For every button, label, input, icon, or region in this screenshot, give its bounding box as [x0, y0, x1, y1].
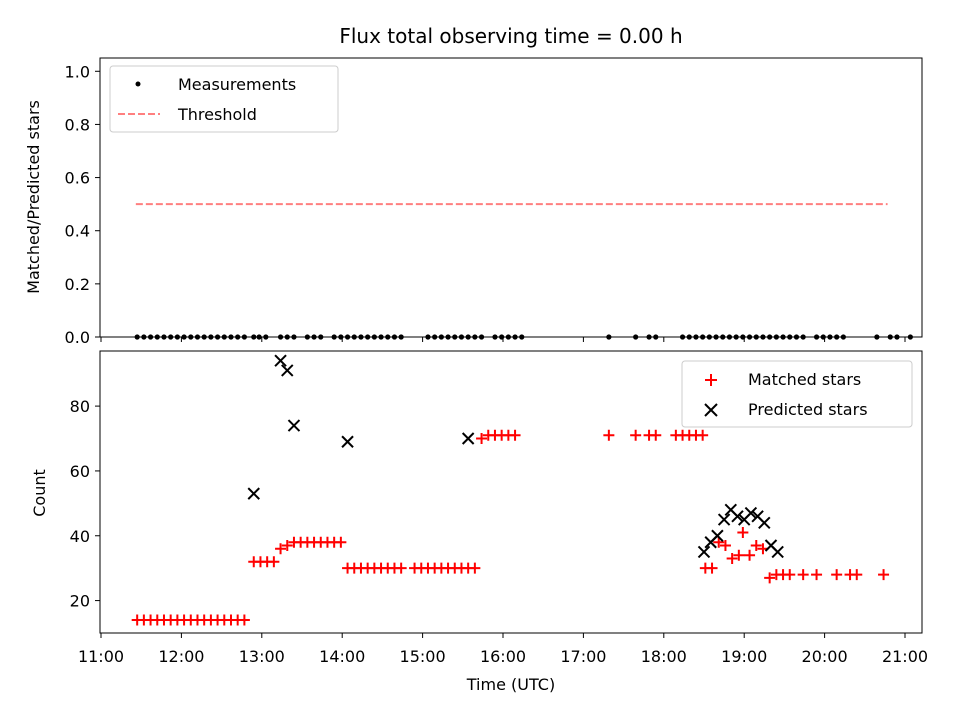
top-panel: Flux total observing time = 0.00 h Match… — [24, 24, 923, 347]
predicted-star-point — [711, 529, 724, 542]
bottom-xtick-label: 15:00 — [400, 647, 446, 666]
legend-label-matched: Matched stars — [748, 370, 861, 389]
matched-star-point — [831, 569, 843, 581]
predicted-star-point — [281, 364, 294, 377]
legend-label-threshold: Threshold — [177, 105, 257, 124]
bottom-panel: Count Time (UTC) 20 40 60 80 11:00 12:00 13:00… — [30, 350, 928, 694]
chart-title: Flux total observing time = 0.00 h — [339, 24, 682, 48]
bottom-ticks: 20 40 60 80 11:00 12:00 13:00 14:00 15:00 16:00 17… — [70, 397, 928, 666]
matched-star-point — [750, 539, 762, 551]
predicted-star-point — [731, 510, 744, 523]
predicted-star-point — [717, 513, 731, 526]
matched-star-point — [650, 429, 662, 441]
top-ytick-label: 1.0 — [65, 62, 90, 81]
top-legend: Measurements Threshold — [109, 65, 339, 133]
matched-star-point — [395, 562, 407, 574]
matched-star-point — [726, 552, 738, 564]
bottom-xtick-label: 21:00 — [882, 647, 928, 666]
matched-star-point — [878, 569, 890, 581]
matched-star-point — [697, 429, 709, 441]
predicted-star-point — [341, 435, 354, 448]
top-ytick-label: 0.8 — [65, 115, 90, 134]
matched-star-point — [851, 569, 863, 581]
matched-star-point — [811, 569, 823, 581]
matched-star-point — [764, 572, 776, 584]
predicted-star-point — [771, 545, 784, 559]
bottom-legend: Matched stars Predicted stars — [681, 360, 913, 428]
bottom-xtick-label: 20:00 — [802, 647, 848, 666]
matched-star-point — [630, 429, 642, 441]
matched-star-point — [281, 539, 293, 551]
matched-star-point — [469, 562, 481, 574]
top-ytick-label: 0.2 — [65, 275, 90, 294]
matched-star-point — [268, 556, 280, 568]
top-ytick-label: 0.4 — [65, 222, 90, 241]
bottom-xtick-label: 17:00 — [560, 647, 606, 666]
matched-star-point — [476, 433, 488, 445]
predicted-star-point — [697, 545, 711, 559]
top-ytick-label: 0.0 — [65, 328, 90, 347]
bottom-xlabel: Time (UTC) — [466, 675, 555, 694]
matched-star-point — [706, 562, 718, 574]
predicted-star-point — [461, 432, 475, 445]
bottom-plot-area — [131, 354, 890, 626]
legend-label-predicted: Predicted stars — [748, 400, 868, 419]
bottom-xtick-label: 11:00 — [78, 647, 124, 666]
matched-star-point — [509, 429, 521, 441]
matched-star-point — [238, 614, 250, 626]
matched-star-point — [744, 549, 756, 561]
matched-star-point — [335, 536, 347, 548]
bottom-xtick-label: 13:00 — [239, 647, 285, 666]
top-axes-frame — [99, 57, 923, 338]
bottom-ytick-label: 20 — [70, 592, 90, 611]
predicted-star-point — [274, 354, 287, 367]
matched-star-point — [603, 429, 615, 441]
matched-star-point — [784, 569, 796, 581]
bottom-ytick-label: 40 — [70, 527, 90, 546]
predicted-star-point — [287, 419, 301, 432]
legend-marker-matched — [705, 374, 717, 386]
bottom-legend-box — [681, 360, 913, 428]
predicted-star-point — [744, 506, 758, 520]
legend-label-measurements: Measurements — [178, 75, 296, 94]
top-ticks: 0.0 0.2 0.4 0.6 0.8 1.0 — [65, 62, 906, 347]
bottom-xtick-label: 18:00 — [641, 647, 687, 666]
legend-marker-measurements — [135, 81, 141, 87]
matched-star-point — [719, 539, 731, 551]
matched-star-point — [713, 536, 725, 548]
predicted-star-point — [758, 516, 771, 530]
legend-marker-predicted — [704, 403, 718, 417]
matched-star-point — [737, 527, 749, 539]
predicted-star-point — [247, 487, 260, 500]
bottom-ytick-label: 60 — [70, 462, 90, 481]
top-legend-box — [109, 65, 339, 133]
top-ytick-label: 0.6 — [65, 169, 90, 188]
bottom-xtick-label: 12:00 — [158, 647, 204, 666]
matched-star-point — [733, 549, 745, 561]
top-plot-area — [134, 203, 913, 340]
matched-star-point — [797, 569, 809, 581]
top-ylabel: Matched/Predicted stars — [24, 100, 43, 294]
bottom-xtick-label: 19:00 — [721, 647, 767, 666]
bottom-ylabel: Count — [30, 469, 49, 517]
bottom-axes-frame — [99, 350, 923, 634]
bottom-ytick-label: 80 — [70, 397, 90, 416]
bottom-xtick-label: 16:00 — [480, 647, 526, 666]
matched-star-point — [275, 543, 287, 555]
bottom-xtick-label: 14:00 — [319, 647, 365, 666]
